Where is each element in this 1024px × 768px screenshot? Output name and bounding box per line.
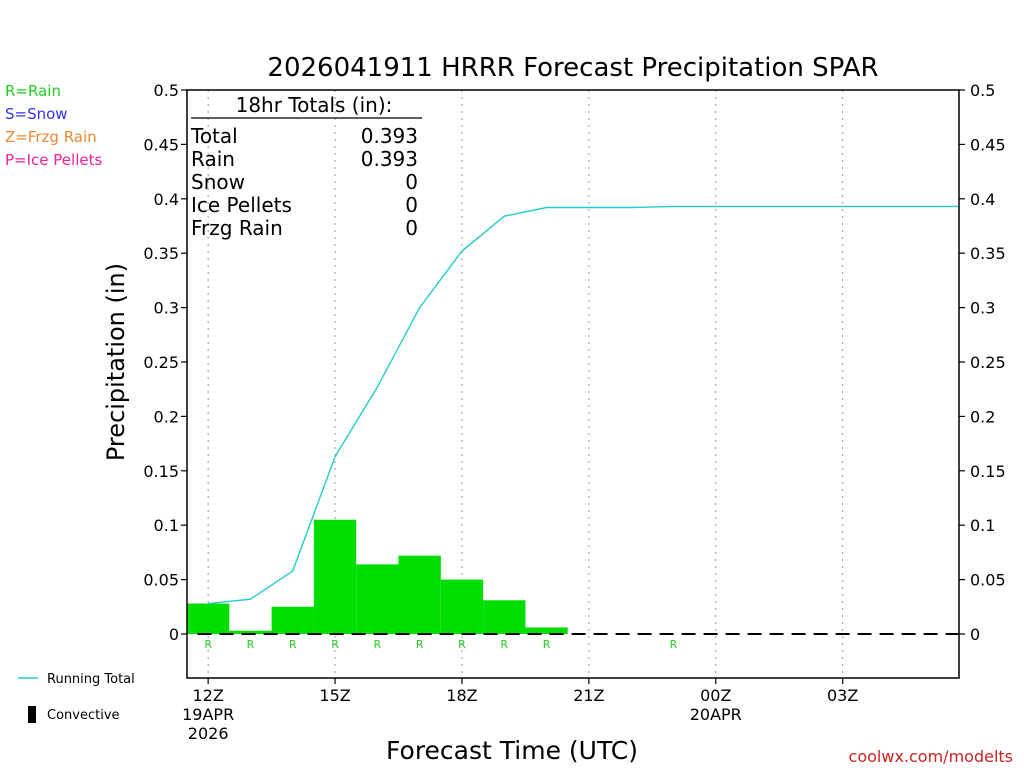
type-marker-19: R <box>500 638 508 651</box>
y-tick-label-left: 0.1 <box>154 516 179 535</box>
y-tick-label-right: 0.5 <box>970 81 995 100</box>
totals-row-value: 0 <box>405 193 418 217</box>
y-tick-label-left: 0.3 <box>154 299 179 318</box>
x-tick-date: 19APR <box>182 705 234 724</box>
y-tick-label-left: 0.2 <box>154 407 179 426</box>
chart-title: 2026041911 HRRR Forecast Precipitation S… <box>267 53 878 83</box>
type-marker-16: R <box>374 638 382 651</box>
y-axis-left: 0 0.05 0.1 0.15 0.2 0.25 0.3 0.35 0.4 0.45 0.5 <box>143 81 187 644</box>
totals-row-value: 0 <box>405 170 418 194</box>
y-tick-label-right: 0.45 <box>970 135 1006 154</box>
type-marker-17: R <box>416 638 424 651</box>
y-tick-label-left: 0.4 <box>154 190 179 209</box>
type-marker-18: R <box>458 638 466 651</box>
bar-18 <box>440 579 484 634</box>
x-tick-label: 15Z <box>319 686 350 705</box>
running-total-line <box>208 205 959 605</box>
bar-19 <box>483 600 526 634</box>
bar-16 <box>356 564 399 634</box>
bar-12 <box>187 603 230 634</box>
y-axis-label: Precipitation (in) <box>102 263 130 461</box>
y-tick-label-left: 0.45 <box>143 135 179 154</box>
bar-15 <box>313 519 357 634</box>
totals-box: 18hr Totals (in): Total 0.393 Rain 0.393 Sno… <box>190 93 422 240</box>
bar-13 <box>229 630 272 634</box>
y-tick-label-left: 0.05 <box>143 571 179 590</box>
y-tick-label-right: 0.15 <box>970 462 1006 481</box>
type-marker-15: R <box>331 638 339 651</box>
totals-row-value: 0 <box>405 216 418 240</box>
y-tick-label-left: 0.35 <box>143 244 179 263</box>
type-marker-12: R <box>204 638 212 651</box>
totals-row-value: 0.393 <box>361 124 418 148</box>
type-legend-entry: S=Snow <box>5 105 68 123</box>
x-tick-label: 12Z <box>192 686 223 705</box>
y-tick-label-right: 0.35 <box>970 244 1006 263</box>
rain-bars <box>187 519 568 634</box>
type-marker-13: R <box>247 638 255 651</box>
bar-17 <box>398 555 441 634</box>
y-axis-right: 0 0.05 0.1 0.15 0.2 0.25 0.3 0.35 0.4 0.45 0.5 <box>959 81 1006 644</box>
precip-type-legend: R=Rain S=Snow Z=Frzg Rain P=Ice Pellets <box>5 82 102 169</box>
grid-lines <box>207 90 844 678</box>
y-tick-label-right: 0.05 <box>970 571 1006 590</box>
y-tick-label-right: 0.1 <box>970 516 995 535</box>
y-tick-label-right: 0.25 <box>970 353 1006 372</box>
x-tick-label: 03Z <box>827 686 858 705</box>
type-legend-entry: Z=Frzg Rain <box>5 128 97 146</box>
line-legend: Running Total Convective <box>18 672 135 723</box>
totals-row-label: Frzg Rain <box>191 216 283 240</box>
credit-text: coolwx.com/modelts <box>849 747 1013 766</box>
totals-row-label: Rain <box>191 147 235 171</box>
totals-row-label: Snow <box>191 170 245 194</box>
y-tick-label-left: 0 <box>169 625 179 644</box>
running-total-line-group <box>208 205 959 605</box>
y-tick-label-right: 0 <box>970 625 980 644</box>
x-axis-label: Forecast Time (UTC) <box>386 736 638 765</box>
running-total-legend-label: Running Total <box>47 672 135 687</box>
totals-row-label: Ice Pellets <box>191 193 292 217</box>
x-tick-label: 18Z <box>446 686 477 705</box>
type-marker-23: R <box>670 638 678 651</box>
totals-row-label: Total <box>190 124 238 148</box>
totals-row-value: 0.393 <box>361 147 418 171</box>
convective-legend-label: Convective <box>47 708 120 723</box>
y-tick-label-right: 0.4 <box>970 190 995 209</box>
y-tick-label-right: 0.2 <box>970 407 995 426</box>
bar-20 <box>525 627 568 634</box>
type-legend-entry: P=Ice Pellets <box>5 151 102 169</box>
x-tick-label: 21Z <box>573 686 604 705</box>
x-tick-date: 20APR <box>690 705 742 724</box>
y-tick-label-left: 0.5 <box>154 81 179 100</box>
x-tick-label: 00Z <box>700 686 731 705</box>
totals-heading: 18hr Totals (in): <box>236 93 393 117</box>
y-tick-label-right: 0.3 <box>970 299 995 318</box>
type-legend-entry: R=Rain <box>5 82 61 100</box>
y-tick-label-left: 0.25 <box>143 353 179 372</box>
x-tick-year: 2026 <box>188 724 229 743</box>
convective-legend-swatch <box>28 706 36 723</box>
type-marker-20: R <box>543 638 551 651</box>
type-marker-14: R <box>289 638 297 651</box>
plot-frame <box>186 89 960 679</box>
y-tick-label-left: 0.15 <box>143 462 179 481</box>
bar-14 <box>271 606 314 634</box>
